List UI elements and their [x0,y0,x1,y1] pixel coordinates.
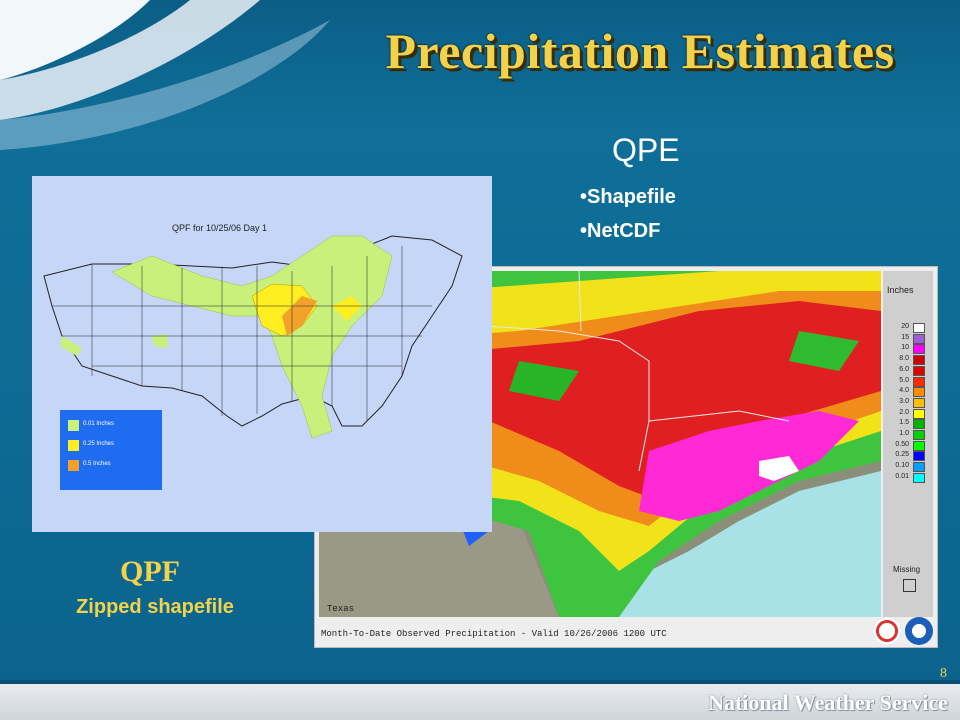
qpf-legend-swatch [68,420,79,431]
qpe-scale-label: 4.0 [899,387,909,395]
qpe-heading: QPE [612,132,680,168]
qpf-map-title: QPF for 10/25/06 Day 1 [172,223,268,233]
qpe-scale-swatch [913,408,925,419]
slide-title: Precipitation Estimates [385,23,895,79]
qpe-scale-item: 2.0 [887,408,931,419]
qpe-scale-label: 6.0 [899,365,909,373]
qpe-scale-label: 10 [901,344,909,352]
qpf-legend-label: 0.25 Inches [83,441,115,447]
qpe-scale-label: 5.0 [899,376,909,384]
qpe-scale-swatch [913,365,925,376]
qpe-region-label: Texas [327,604,354,614]
qpf-subheading: Zipped shapefile [76,596,234,618]
qpe-scale-label: 1.5 [899,419,909,427]
qpe-scale-item: 6.0 [887,365,931,376]
qpe-scale-item: 0.01 [887,472,931,483]
nws-logo-icon [873,617,901,645]
qpe-missing-swatch [903,579,916,592]
qpe-scale-label: 8.0 [899,355,909,363]
qpe-map-legend: Inches 20 15 10 8.0 6.0 5.0 4.0 3.0 2.0 1.5 1.0 0.5… [883,271,933,617]
qpe-scale-item: 0.50 [887,440,931,451]
qpf-heading: QPF [120,555,180,588]
qpf-legend-swatch [68,440,79,451]
qpe-scale-item: 15 [887,333,931,344]
qpe-scale-label: 20 [901,323,909,330]
qpf-map-panel: QPF for 10/25/06 Day 1 0.01 Inches 0.25 … [32,176,492,532]
qpe-format-item: NetCDF [580,214,676,248]
qpe-scale-swatch [913,344,925,355]
qpe-scale-label: 3.0 [899,397,909,405]
qpe-scale-item: 5.0 [887,376,931,387]
qpe-scale-swatch [913,323,925,333]
qpe-format-item: Shapefile [580,180,676,214]
page-number: 8 [940,666,947,681]
qpe-scale-item: 10 [887,344,931,355]
qpe-caption: Month-To-Date Observed Precipitation - V… [321,629,667,639]
noaa-logo-icon [905,617,933,645]
qpe-scale-swatch [913,387,925,398]
qpe-scale-item: 1.0 [887,430,931,440]
qpe-scale-swatch [913,355,925,366]
qpe-scale-item: 20 [887,323,931,333]
footer-divider [0,680,960,684]
qpe-scale-label: 15 [901,333,909,341]
qpe-scale-label: 0.10 [895,462,909,470]
qpe-scale-item: 8.0 [887,355,931,366]
qpf-us-map [43,235,463,439]
qpe-scale-item: 1.5 [887,419,931,430]
qpe-scale-label: 0.01 [895,472,909,480]
qpe-scale-item: 4.0 [887,387,931,398]
qpe-scale-label: 1.0 [899,430,909,437]
qpe-scale-label: 0.25 [895,451,909,459]
qpf-legend-swatch [68,460,79,471]
qpe-scale-label: 2.0 [899,408,909,416]
qpe-missing-label: Missing [893,565,921,574]
qpf-legend-label: 0.01 Inches [83,421,115,427]
qpe-scale-label: 0.50 [895,440,909,448]
qpe-scale-swatch [913,462,925,473]
qpe-scale-swatch [913,333,925,344]
qpf-legend: 0.01 Inches 0.25 Inches 0.5 Inches [60,410,162,490]
qpe-format-list: Shapefile NetCDF [580,180,676,248]
qpe-scale-swatch [913,376,925,387]
qpe-scale-swatch [913,451,925,462]
qpe-scale-item: 3.0 [887,397,931,408]
swoosh-decoration [0,0,330,150]
qpe-scale-item: 0.10 [887,462,931,473]
qpe-scale-swatch [913,440,925,451]
qpe-scale-swatch [913,397,925,408]
qpe-scale-item: 0.25 [887,451,931,462]
footer-organization: National Weather Service [708,690,948,715]
qpe-scale-swatch [913,472,925,483]
qpe-legend-title: Inches [887,285,914,295]
footer-bar [0,684,960,720]
qpe-scale-swatch [913,419,925,430]
qpe-scale-swatch [913,430,925,440]
qpf-legend-label: 0.5 Inches [83,461,111,467]
